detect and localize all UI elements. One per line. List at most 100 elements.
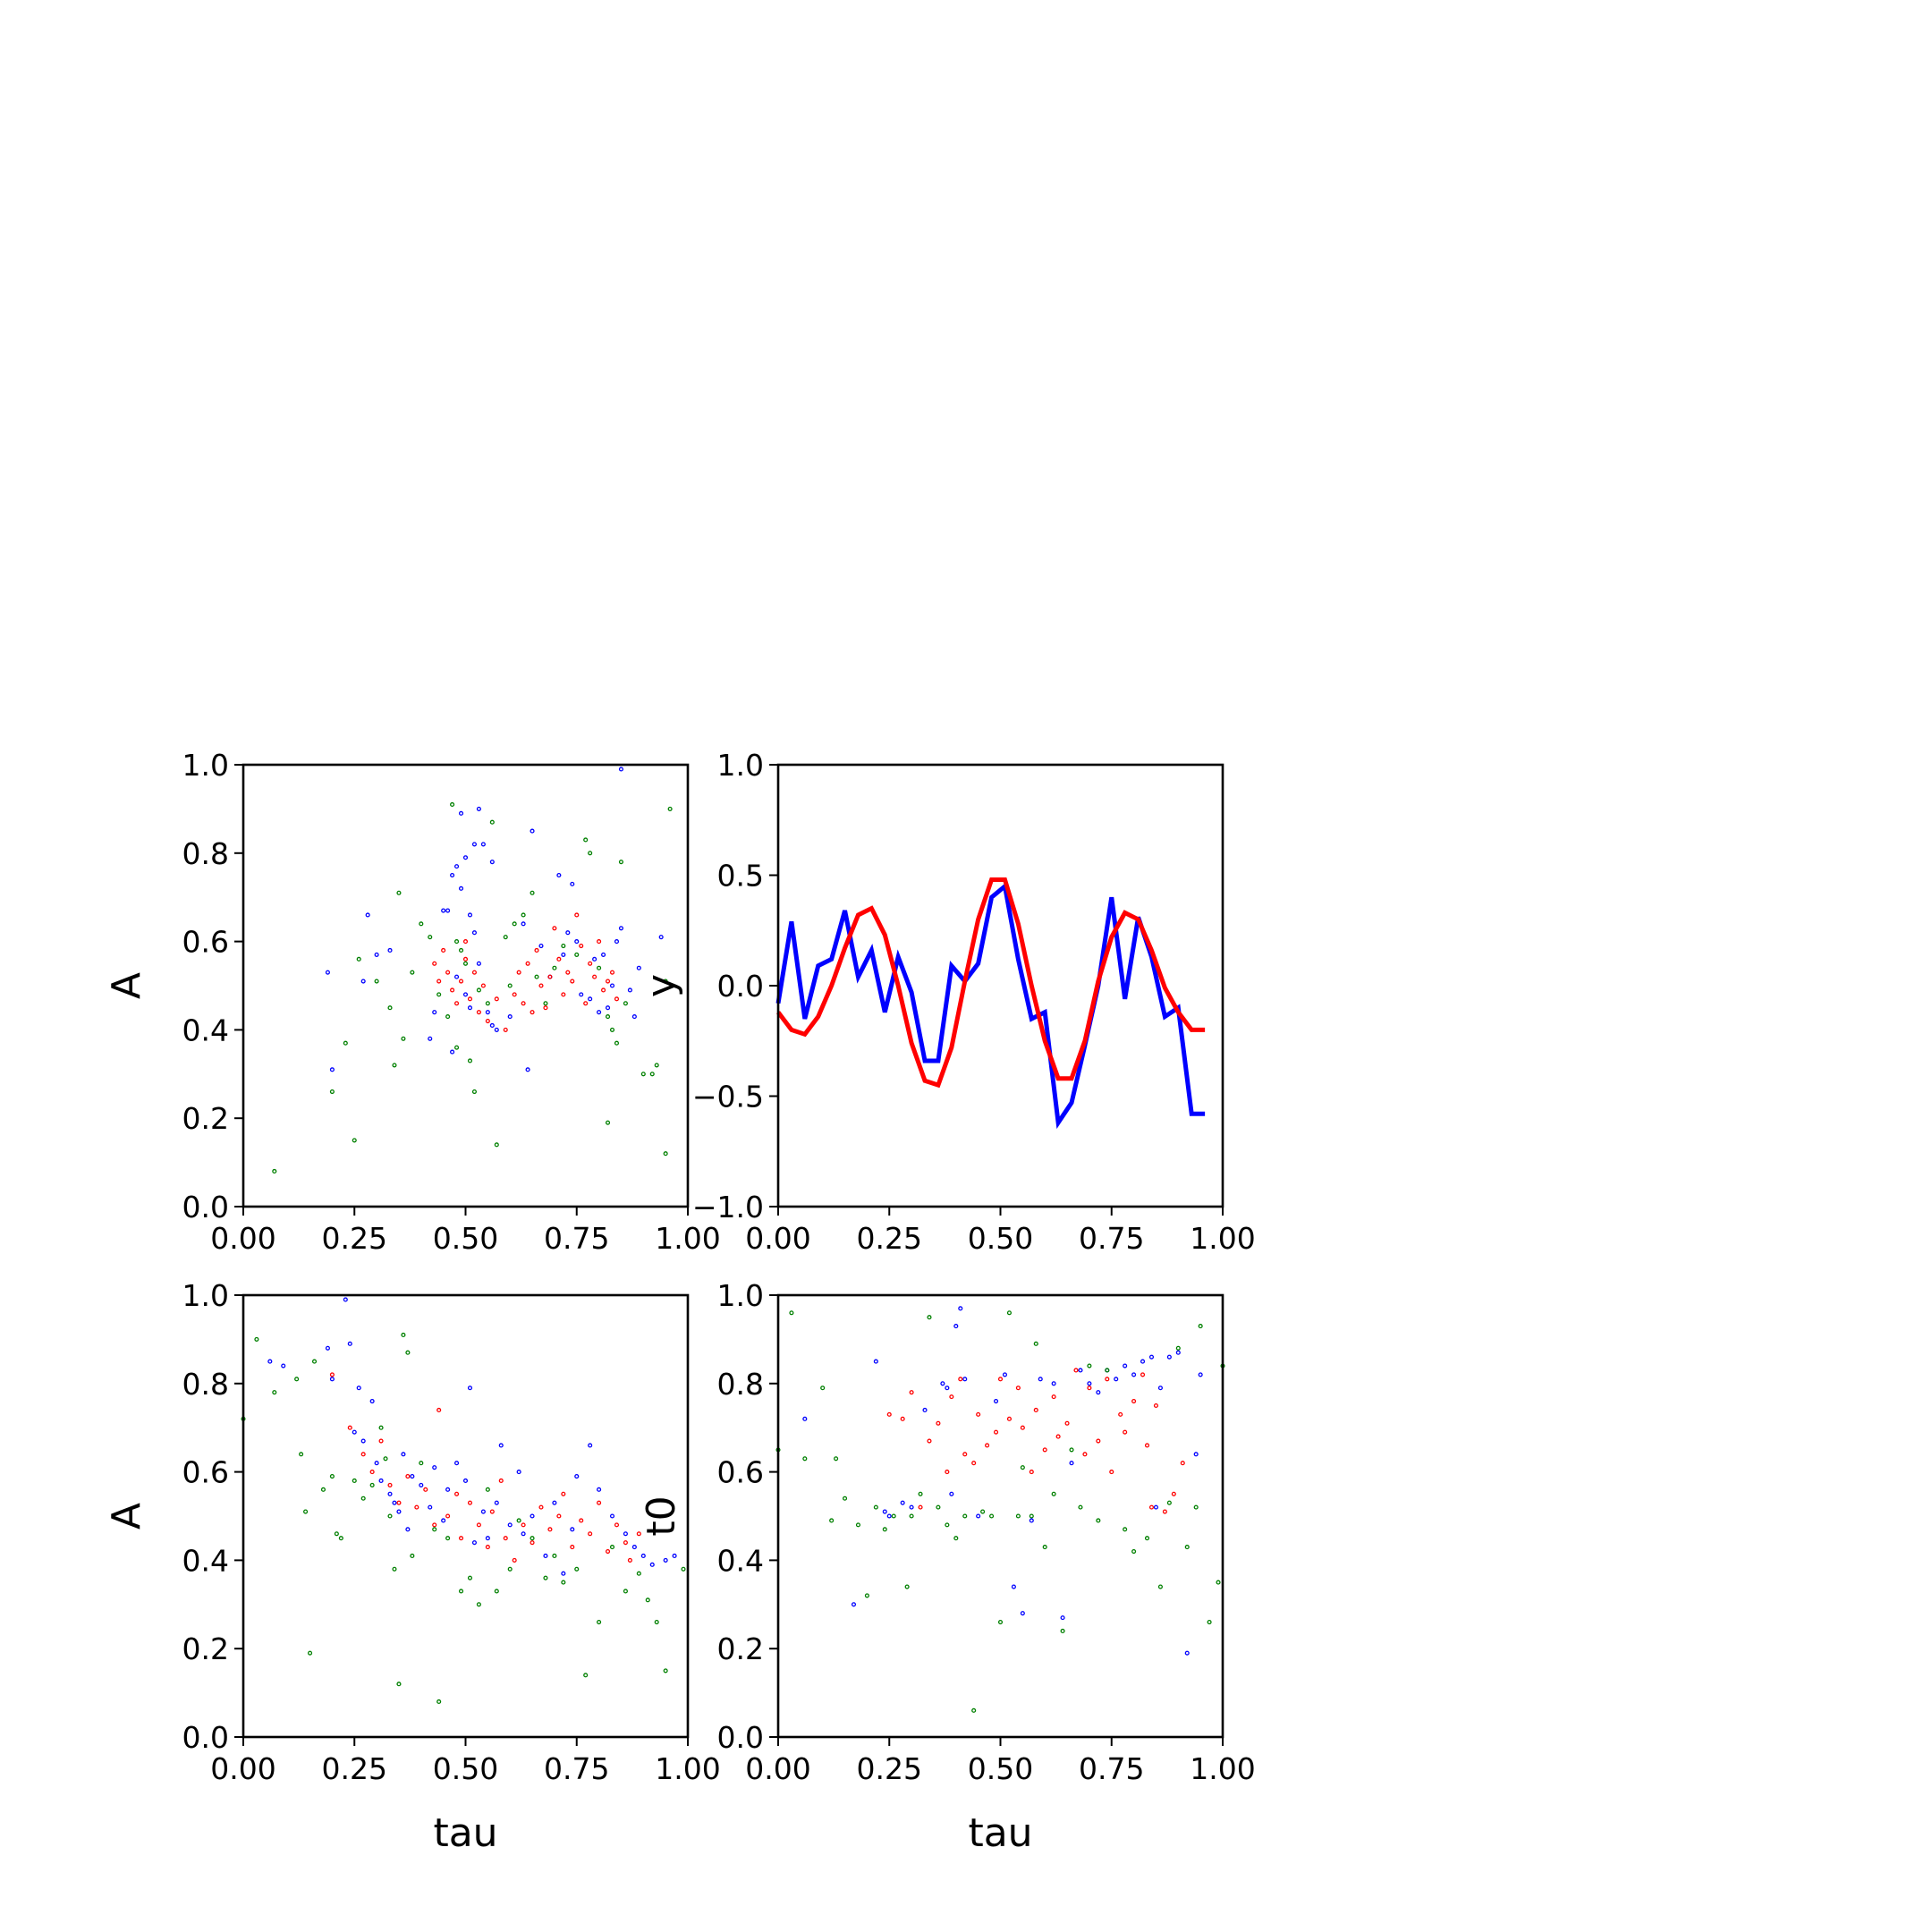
y-axis-label: y: [639, 974, 684, 997]
data-point: [609, 1545, 615, 1550]
data-point: [476, 961, 481, 966]
data-point: [614, 1522, 620, 1528]
data-point: [516, 1518, 521, 1523]
data-point: [583, 1673, 589, 1678]
data-point: [605, 1014, 611, 1020]
data-point: [471, 1089, 477, 1095]
data-point: [976, 1513, 981, 1519]
data-point: [631, 1545, 637, 1550]
data-point: [873, 1504, 878, 1510]
data-point: [387, 947, 393, 953]
data-point: [467, 1575, 473, 1580]
data-point: [516, 970, 521, 975]
data-point: [419, 1461, 424, 1466]
data-point: [1038, 1377, 1043, 1382]
data-point: [547, 1527, 553, 1532]
y-tick-label: 0.4: [182, 1013, 229, 1047]
data-point: [636, 965, 641, 970]
data-point: [347, 1425, 352, 1430]
data-point: [592, 956, 597, 962]
data-point: [494, 1500, 499, 1505]
data-point: [534, 947, 539, 953]
data-point: [1162, 1509, 1167, 1514]
data-point: [369, 1482, 375, 1487]
data-point: [489, 819, 495, 825]
data-point: [1029, 1513, 1034, 1519]
data-point: [936, 1504, 941, 1510]
data-point: [588, 1531, 593, 1537]
data-point: [311, 1359, 318, 1364]
data-point: [299, 1452, 304, 1457]
data-point: [338, 1536, 343, 1541]
data-point: [645, 1597, 650, 1603]
data-point: [471, 842, 477, 847]
data-point: [454, 974, 460, 979]
data-point: [1029, 1470, 1034, 1475]
data-point: [886, 1513, 892, 1519]
data-point: [597, 965, 602, 970]
x-tick-label: 0.00: [210, 1221, 275, 1256]
data-point: [405, 1350, 411, 1355]
data-point: [521, 921, 526, 927]
data-point: [1198, 1372, 1203, 1377]
data-point: [609, 1027, 615, 1032]
data-point: [498, 1478, 504, 1484]
y-tick-label: 0.0: [182, 1190, 229, 1224]
data-point: [588, 996, 593, 1002]
data-point: [962, 1452, 968, 1457]
x-tick-label: 1.00: [655, 1751, 720, 1786]
data-point: [1109, 1470, 1114, 1475]
data-point: [450, 1049, 455, 1055]
data-point: [1082, 1452, 1088, 1457]
data-point: [485, 1010, 490, 1015]
data-point: [450, 872, 455, 878]
data-point: [1020, 1611, 1025, 1616]
data-point: [467, 996, 473, 1002]
data-point: [640, 1553, 646, 1559]
data-point: [802, 1416, 808, 1421]
data-point: [583, 1001, 589, 1006]
data-point: [445, 970, 451, 975]
data-point: [516, 1470, 521, 1475]
data-point: [307, 1650, 313, 1656]
data-point: [445, 908, 451, 913]
data-point: [485, 1487, 490, 1492]
data-point: [454, 939, 460, 945]
data-point: [1033, 1407, 1038, 1412]
data-point: [369, 1399, 375, 1404]
data-point: [609, 983, 615, 988]
data-point: [329, 1473, 335, 1479]
data-point: [485, 1001, 490, 1006]
x-tick-label: 0.75: [1079, 1221, 1144, 1256]
data-point: [543, 1001, 548, 1006]
y-tick-label: 0.0: [717, 1720, 764, 1755]
data-point: [940, 1381, 945, 1386]
y-tick-label: 0.5: [717, 859, 764, 894]
y-axis-label: A: [104, 972, 149, 999]
data-point: [445, 1513, 451, 1519]
data-point: [1096, 1390, 1101, 1395]
data-point: [436, 1699, 442, 1705]
data-point: [396, 890, 402, 895]
data-point: [489, 1022, 495, 1029]
data-point: [458, 979, 464, 984]
data-point: [458, 1536, 464, 1541]
data-point: [476, 1010, 481, 1015]
data-point: [997, 1620, 1004, 1625]
data-point: [419, 921, 424, 927]
data-point: [985, 1443, 990, 1448]
data-point: [618, 926, 623, 931]
data-point: [570, 1545, 575, 1550]
y-tick-label: 0.4: [717, 1543, 764, 1578]
data-point: [1144, 1443, 1150, 1448]
data-point: [636, 1531, 641, 1537]
data-point: [547, 974, 553, 979]
data-point: [1006, 1310, 1012, 1316]
data-point: [378, 1478, 384, 1484]
data-point: [467, 1385, 473, 1391]
y-tick-label: 0.2: [717, 1631, 764, 1666]
data-point: [561, 1571, 566, 1576]
data-point: [1216, 1580, 1221, 1585]
data-point: [1015, 1513, 1021, 1519]
data-point: [1153, 1504, 1158, 1510]
